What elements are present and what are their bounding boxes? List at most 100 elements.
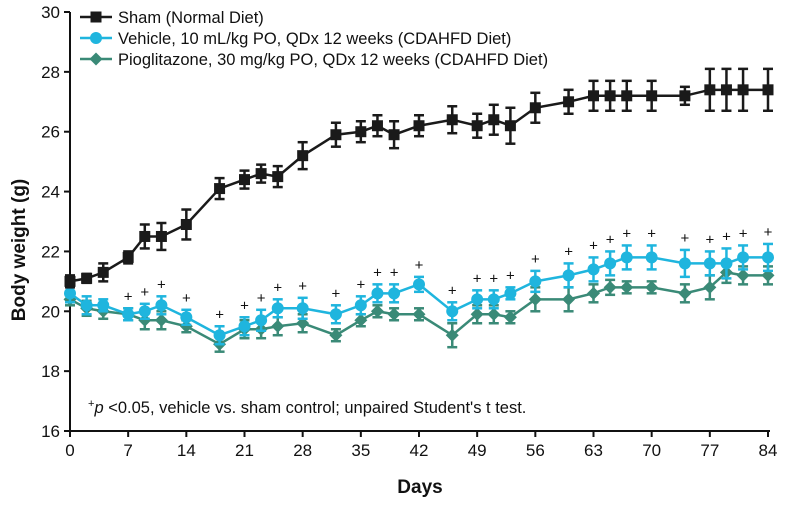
significance-plus: + bbox=[182, 290, 191, 307]
data-point bbox=[528, 292, 542, 306]
significance-plus: + bbox=[506, 267, 515, 284]
y-tick-label: 30 bbox=[41, 3, 60, 22]
significance-markers: + + + + + + + + + + + + + + + + + + + + + + + + + + + + + bbox=[124, 224, 773, 323]
data-point bbox=[387, 307, 401, 321]
data-point bbox=[487, 293, 500, 306]
y-axis-title: Body weight (g) bbox=[9, 179, 30, 321]
significance-plus: + bbox=[647, 225, 656, 242]
y-tick-label: 18 bbox=[41, 362, 60, 381]
x-ticks: 0 7 14 21 28 35 42 49 56 63 70 77 84 bbox=[65, 431, 777, 460]
significance-plus: + bbox=[257, 290, 266, 307]
legend-item: Sham (Normal Diet) bbox=[80, 9, 264, 27]
x-tick-label: 84 bbox=[759, 441, 778, 460]
significance-plus: + bbox=[589, 237, 598, 254]
significance-plus: + bbox=[489, 270, 498, 287]
data-point bbox=[354, 299, 367, 312]
data-point bbox=[503, 310, 517, 324]
data-point bbox=[487, 307, 501, 321]
data-point bbox=[97, 299, 110, 312]
y-tick-label: 22 bbox=[41, 242, 60, 261]
data-point bbox=[213, 329, 226, 342]
data-point bbox=[762, 251, 774, 264]
data-point bbox=[704, 84, 716, 96]
x-tick-label: 14 bbox=[177, 441, 196, 460]
y-tick-label: 24 bbox=[41, 183, 60, 202]
x-tick-label: 7 bbox=[123, 441, 132, 460]
series-2 bbox=[63, 260, 775, 353]
data-point bbox=[703, 280, 717, 294]
data-point bbox=[446, 114, 458, 126]
series-0 bbox=[64, 67, 774, 289]
data-point bbox=[370, 304, 384, 318]
data-point bbox=[97, 266, 109, 278]
significance-plus: + bbox=[140, 284, 149, 301]
significance-plus: + bbox=[722, 228, 731, 245]
significance-plus: + bbox=[124, 288, 133, 305]
data-point bbox=[413, 120, 425, 132]
data-point bbox=[720, 257, 733, 270]
significance-plus: + bbox=[356, 276, 365, 293]
data-point bbox=[329, 308, 342, 321]
footnote: +p <0.05, vehicle vs. sham control; unpa… bbox=[88, 398, 526, 417]
data-point bbox=[470, 307, 484, 321]
x-tick-label: 0 bbox=[65, 441, 74, 460]
series-1 bbox=[64, 242, 774, 346]
significance-plus: + bbox=[473, 270, 482, 287]
data-point bbox=[271, 302, 284, 315]
data-point bbox=[504, 287, 517, 300]
data-point bbox=[678, 286, 692, 300]
significance-plus: + bbox=[332, 285, 341, 302]
y-ticks: 16 18 20 22 24 26 28 30 bbox=[41, 3, 70, 441]
significance-plus: + bbox=[373, 264, 382, 281]
data-point bbox=[155, 299, 168, 312]
data-point bbox=[354, 313, 368, 327]
x-tick-label: 77 bbox=[700, 441, 719, 460]
data-point bbox=[138, 305, 151, 318]
x-tick-label: 28 bbox=[293, 441, 312, 460]
data-point bbox=[255, 314, 268, 327]
data-point bbox=[388, 287, 401, 300]
data-point bbox=[371, 287, 384, 300]
data-point bbox=[736, 268, 750, 282]
significance-plus: + bbox=[606, 231, 615, 248]
significance-plus: + bbox=[157, 276, 166, 293]
data-point bbox=[587, 286, 600, 300]
significance-plus: + bbox=[215, 306, 224, 323]
data-point bbox=[297, 150, 309, 162]
data-point bbox=[155, 230, 167, 242]
legend: Sham (Normal Diet) Vehicle, 10 mL/kg PO, … bbox=[80, 9, 548, 69]
data-point bbox=[563, 96, 575, 108]
significance-plus: + bbox=[681, 230, 690, 247]
data-point bbox=[471, 293, 484, 306]
data-point bbox=[604, 90, 616, 102]
data-point bbox=[446, 305, 459, 318]
data-point bbox=[180, 311, 193, 324]
legend-label: Vehicle, 10 mL/kg PO, QDx 12 weeks (CDAH… bbox=[118, 30, 511, 48]
y-tick-label: 16 bbox=[41, 422, 60, 441]
x-tick-label: 56 bbox=[526, 441, 545, 460]
axes bbox=[69, 12, 770, 432]
x-axis-title: Days bbox=[397, 477, 442, 498]
data-point bbox=[154, 313, 168, 327]
data-point bbox=[329, 328, 343, 342]
data-point bbox=[645, 280, 659, 294]
data-point bbox=[139, 230, 151, 242]
significance-plus: + bbox=[240, 297, 249, 314]
data-point bbox=[81, 272, 93, 284]
data-point bbox=[296, 302, 309, 315]
data-point bbox=[588, 90, 599, 102]
data-point bbox=[504, 120, 516, 132]
significance-plus: + bbox=[273, 279, 282, 296]
legend-label: Sham (Normal Diet) bbox=[118, 9, 264, 27]
data-point bbox=[412, 307, 426, 321]
data-point bbox=[388, 129, 400, 141]
significance-plus: + bbox=[390, 264, 399, 281]
data-point bbox=[330, 129, 342, 141]
data-point bbox=[645, 251, 658, 264]
data-point bbox=[271, 319, 285, 333]
data-point bbox=[679, 90, 691, 102]
data-point bbox=[646, 90, 658, 102]
data-point bbox=[762, 84, 774, 96]
data-point bbox=[737, 84, 749, 96]
